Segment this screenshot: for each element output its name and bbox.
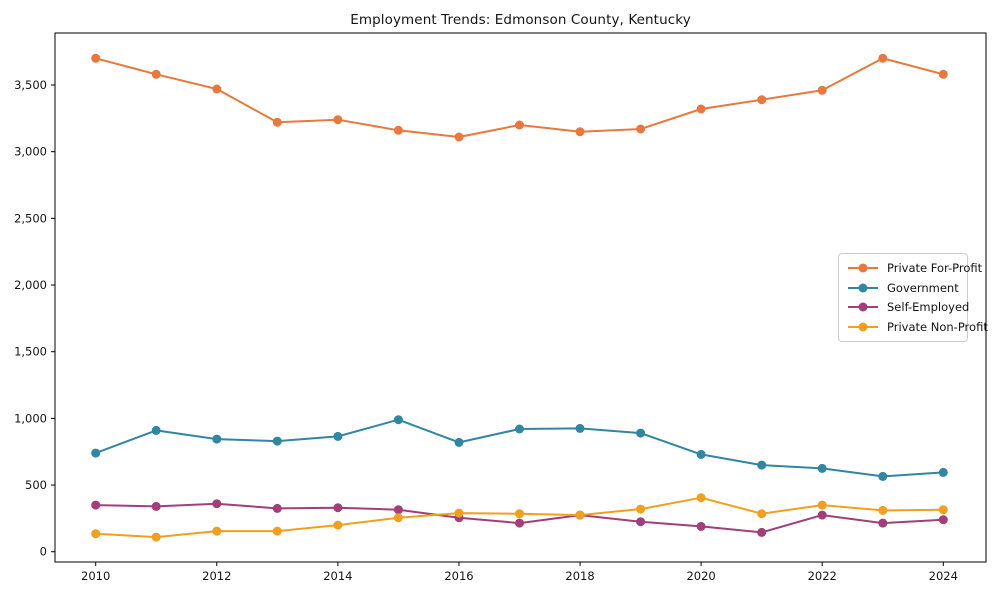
legend-item-government: Government	[848, 280, 959, 295]
data-point	[817, 510, 827, 520]
legend-item-private-non-profit: Private Non-Profit	[848, 320, 988, 334]
legend-swatch-icon	[848, 283, 878, 293]
data-point	[696, 104, 706, 114]
x-tick-label: 2014	[323, 569, 352, 583]
legend-item-label: Self-Employed	[887, 300, 970, 315]
x-tick-label: 2010	[81, 569, 110, 583]
x-tick-label: 2016	[444, 569, 473, 583]
data-point	[454, 437, 464, 447]
y-axis: 0 500 1,000 1,500 2,000 2,500 3,000 3,500	[14, 78, 55, 559]
data-point	[212, 84, 222, 94]
data-point	[636, 428, 646, 438]
data-point	[91, 448, 101, 458]
series-government	[91, 415, 948, 481]
legend-swatch-icon	[848, 322, 878, 332]
data-point	[878, 505, 888, 515]
data-point	[333, 503, 343, 513]
data-point	[454, 508, 464, 518]
axes-frame	[54, 32, 987, 563]
legend-item-private-for-profit: Private For-Profit	[848, 261, 982, 275]
data-point	[393, 513, 403, 523]
data-point	[817, 500, 827, 510]
data-point	[817, 463, 827, 473]
data-point	[515, 518, 524, 528]
y-tick-label: 2,000	[14, 278, 47, 292]
data-point	[515, 120, 524, 130]
data-point	[333, 431, 343, 441]
chart-title: Employment Trends: Edmonson County, Kent…	[350, 12, 691, 28]
x-tick-label: 2018	[565, 569, 594, 583]
data-point	[636, 504, 646, 514]
data-point	[393, 415, 403, 425]
legend-swatch-icon	[848, 302, 878, 312]
data-point	[515, 424, 524, 434]
data-point	[151, 69, 161, 79]
y-tick-label: 3,500	[14, 78, 47, 92]
data-point	[757, 527, 767, 537]
x-tick-label: 2022	[808, 569, 837, 583]
data-point	[151, 425, 161, 435]
data-point	[636, 124, 646, 134]
series-private-non-profit	[91, 493, 948, 542]
y-tick-label: 1,000	[14, 411, 47, 425]
data-point	[938, 515, 948, 525]
y-tick-label: 1,500	[14, 345, 47, 359]
data-point	[938, 505, 948, 515]
data-point	[393, 505, 403, 515]
data-point	[575, 423, 585, 433]
data-point	[515, 509, 524, 519]
data-point	[212, 526, 222, 536]
x-axis: 2010 2012 2014 2016 2018 2020 2022 2024	[81, 562, 958, 583]
series-private-for-profit	[91, 53, 948, 142]
data-point	[938, 467, 948, 477]
data-point	[636, 517, 646, 527]
data-point	[878, 53, 888, 63]
data-point	[696, 449, 706, 459]
legend-swatch-icon	[848, 263, 878, 273]
y-tick-label: 500	[25, 478, 47, 492]
data-point	[151, 501, 161, 511]
x-tick-label: 2020	[686, 569, 715, 583]
data-point	[272, 526, 282, 536]
data-point	[878, 471, 888, 481]
y-tick-label: 0	[40, 545, 47, 559]
data-point	[151, 532, 161, 542]
data-point	[212, 499, 222, 509]
data-point	[696, 493, 706, 503]
data-point	[272, 503, 282, 513]
legend-item-label: Government	[887, 280, 959, 295]
data-point	[757, 460, 767, 470]
legend: Private For-Profit Government Self-Employe…	[838, 253, 988, 342]
data-point	[272, 436, 282, 446]
data-point	[212, 434, 222, 444]
data-point	[333, 520, 343, 530]
data-point	[757, 95, 767, 105]
legend-item-label: Private For-Profit	[887, 260, 983, 275]
data-point	[91, 529, 101, 539]
data-point	[878, 518, 888, 528]
data-point	[575, 127, 585, 137]
data-point	[938, 69, 948, 79]
data-point	[817, 85, 827, 95]
x-tick-label: 2012	[202, 569, 231, 583]
y-tick-label: 2,500	[14, 211, 47, 225]
data-point	[575, 510, 585, 520]
data-point	[333, 115, 343, 125]
data-point	[393, 125, 403, 135]
data-point	[757, 509, 767, 519]
legend-item-label: Private Non-Profit	[887, 320, 988, 335]
data-point	[91, 500, 101, 510]
y-tick-label: 3,000	[14, 145, 47, 159]
data-point	[454, 132, 464, 142]
data-point	[272, 117, 282, 127]
legend-item-self-employed: Self-Employed	[848, 300, 969, 314]
data-point	[91, 53, 101, 63]
data-point	[696, 521, 706, 531]
x-tick-label: 2024	[929, 569, 958, 583]
